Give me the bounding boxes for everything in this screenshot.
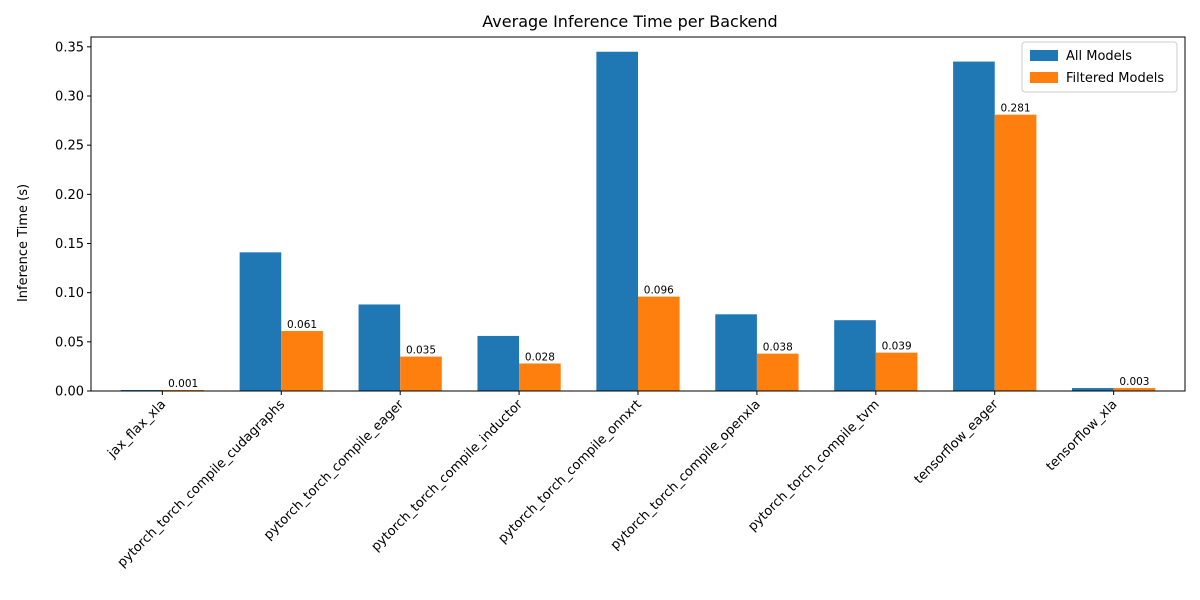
bar-labels-group: 0.001 0.061 0.035 0.028 0.096 0.038 0.039 0.281…	[168, 103, 1149, 390]
bar-value-label: 0.038	[763, 342, 793, 354]
legend-swatch	[1030, 50, 1058, 61]
y-tick-label: 0.30	[55, 90, 84, 105]
bar-value-label: 0.028	[525, 351, 555, 363]
bar-all-models-pytorch_torch_compile_tvm	[834, 320, 876, 391]
legend-label: All Models	[1066, 49, 1132, 64]
y-axis-label: Inference Time (s)	[16, 184, 31, 302]
bar-filtered-models-pytorch_torch_compile_cudagraphs	[281, 331, 323, 391]
chart-title: Average Inference Time per Backend	[482, 12, 777, 31]
bar-all-models-pytorch_torch_compile_eager	[358, 304, 401, 391]
bar-filtered-models-pytorch_torch_compile_eager	[400, 356, 442, 391]
bar-all-models-pytorch_torch_compile_openxla	[715, 314, 757, 391]
y-tick-label: 0.10	[55, 286, 84, 301]
x-tick-label: pytorch_torch_compile_onnxrt	[495, 397, 644, 546]
bar-all-models-pytorch_torch_compile_inductor	[477, 335, 520, 391]
y-tick-label: 0.05	[55, 335, 84, 350]
bar-value-label: 0.003	[1119, 376, 1149, 388]
x-tick-label: tensorflow_eager	[912, 397, 1002, 487]
legend-swatch	[1030, 72, 1058, 83]
x-tick-label: tensorflow_xla	[1043, 397, 1120, 474]
bar-filtered-models-tensorflow_eager	[994, 114, 1037, 392]
bar-value-label: 0.001	[168, 378, 198, 390]
bar-filtered-models-pytorch_torch_compile_inductor	[519, 363, 561, 391]
x-tick-label: pytorch_torch_compile_tvm	[745, 397, 882, 534]
y-tick-label: 0.25	[55, 139, 84, 154]
bar-all-models-pytorch_torch_compile_cudagraphs	[239, 252, 282, 391]
bar-value-label: 0.061	[287, 319, 317, 331]
bar-value-label: 0.039	[882, 341, 912, 353]
y-tick-label: 0.20	[55, 188, 84, 203]
bars-group	[120, 51, 1156, 392]
bar-value-label: 0.096	[644, 285, 674, 297]
bar-value-label: 0.281	[1001, 103, 1031, 115]
bar-filtered-models-pytorch_torch_compile_openxla	[756, 353, 799, 391]
bar-all-models-tensorflow_xla	[1072, 388, 1114, 391]
legend-label: Filtered Models	[1066, 71, 1164, 86]
bar-value-label: 0.035	[406, 345, 436, 357]
bar-filtered-models-pytorch_torch_compile_tvm	[875, 352, 918, 391]
x-tick-label: pytorch_torch_compile_eager	[261, 397, 407, 543]
bar-all-models-tensorflow_eager	[953, 61, 995, 391]
y-tick-label: 0.15	[55, 237, 84, 252]
bar-filtered-models-pytorch_torch_compile_onnxrt	[638, 296, 680, 391]
bar-all-models-pytorch_torch_compile_onnxrt	[596, 51, 638, 391]
x-tick-label: jax_flax_xla	[105, 397, 170, 462]
legend: All Models Filtered Models	[1021, 41, 1178, 93]
y-tick-label: 0.35	[55, 40, 84, 55]
bar-filtered-models-tensorflow_xla	[1113, 388, 1156, 391]
y-tick-label: 0.00	[55, 385, 84, 400]
legend-box	[1021, 41, 1178, 93]
